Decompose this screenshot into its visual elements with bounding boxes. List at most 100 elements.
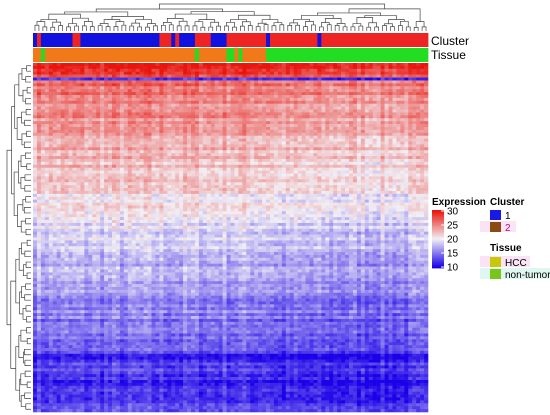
- heatmap-cell: [321, 80, 326, 84]
- heatmap-cell: [80, 176, 85, 180]
- heatmap-cell: [112, 112, 117, 116]
- heatmap-cell: [238, 150, 243, 154]
- heatmap-cell: [305, 86, 310, 90]
- heatmap-cell: [242, 94, 247, 99]
- heatmap-cell: [191, 118, 196, 122]
- heatmap-cell: [400, 77, 405, 81]
- heatmap-cell: [388, 129, 393, 134]
- heatmap-cell: [313, 97, 318, 102]
- heatmap-cell: [198, 179, 204, 183]
- heatmap-cell: [167, 167, 172, 171]
- heatmap-cell: [198, 68, 204, 73]
- heatmap-cell: [242, 121, 247, 125]
- heatmap-cell: [234, 118, 239, 122]
- heatmap-cell: [198, 86, 204, 90]
- heatmap-cell: [281, 100, 287, 105]
- heatmap-cell: [202, 138, 208, 142]
- heatmap-cell: [155, 74, 160, 78]
- cluster-cell: [155, 33, 160, 47]
- heatmap-cell: [143, 164, 148, 168]
- heatmap-cell: [179, 94, 184, 99]
- heatmap-cell: [372, 65, 377, 70]
- heatmap-cell: [384, 147, 389, 151]
- heatmap-cell: [151, 71, 156, 75]
- heatmap-cell: [392, 179, 397, 183]
- heatmap-cell: [210, 193, 215, 198]
- heatmap-cell: [155, 100, 160, 105]
- heatmap-cell: [408, 115, 413, 119]
- heatmap-cell: [242, 164, 247, 168]
- heatmap-cell: [206, 156, 212, 160]
- heatmap-cell: [52, 115, 57, 119]
- heatmap-cell: [392, 83, 397, 87]
- heatmap-cell: [115, 77, 121, 81]
- heatmap-cell: [68, 83, 73, 87]
- heatmap-cell: [349, 94, 354, 99]
- heatmap-cell: [250, 77, 255, 81]
- heatmap-cell: [234, 144, 239, 148]
- heatmap-cell: [368, 132, 373, 137]
- heatmap-cell: [155, 115, 160, 119]
- heatmap-cell: [191, 92, 196, 96]
- heatmap-cell: [250, 112, 255, 116]
- heatmap-cell: [135, 106, 140, 110]
- heatmap-cell: [246, 164, 251, 168]
- heatmap-cell: [376, 173, 381, 177]
- heatmap-cell: [356, 112, 362, 116]
- heatmap-cell: [230, 86, 235, 90]
- heatmap-cell: [64, 138, 69, 142]
- heatmap-cell: [262, 65, 267, 70]
- heatmap-cell: [238, 129, 243, 134]
- heatmap-cell: [337, 141, 342, 145]
- heatmap-cell: [100, 173, 105, 177]
- heatmap-cell: [262, 126, 267, 131]
- heatmap-cell: [293, 156, 298, 160]
- heatmap-cell: [155, 173, 160, 177]
- cluster-cell: [40, 33, 46, 47]
- heatmap-cell: [360, 138, 366, 142]
- heatmap-cell: [147, 153, 152, 157]
- heatmap-cell: [321, 132, 326, 137]
- heatmap-cell: [143, 167, 148, 171]
- heatmap-cell: [44, 92, 50, 96]
- heatmap-cell: [372, 141, 377, 145]
- heatmap-cell: [309, 164, 314, 168]
- heatmap-cell: [396, 100, 401, 105]
- heatmap-cell: [131, 188, 136, 192]
- heatmap-cell: [388, 153, 393, 157]
- heatmap-cell: [80, 153, 85, 157]
- heatmap-cell: [234, 164, 239, 168]
- heatmap-cell: [171, 112, 176, 116]
- heatmap-cell: [412, 141, 417, 145]
- heatmap-cell: [321, 63, 326, 67]
- heatmap-cell: [293, 112, 298, 116]
- heatmap-cell: [139, 144, 144, 148]
- heatmap-cell: [155, 176, 160, 180]
- heatmap-cell: [40, 63, 46, 67]
- heatmap-cell: [210, 161, 215, 166]
- heatmap-cell: [372, 164, 377, 168]
- dendrogram-branch: [24, 359, 31, 366]
- dendrogram-branch: [305, 20, 314, 27]
- heatmap-cell: [289, 161, 294, 166]
- heatmap-cell: [44, 86, 50, 90]
- heatmap-cell: [360, 115, 366, 119]
- heatmap-cell: [250, 161, 255, 166]
- heatmap-cell: [329, 144, 334, 148]
- heatmap-cell: [305, 164, 310, 168]
- heatmap-cell: [384, 77, 389, 81]
- heatmap-cell: [384, 182, 389, 186]
- heatmap-cell: [234, 83, 239, 87]
- heatmap-cell: [179, 109, 184, 113]
- heatmap-cell: [80, 121, 85, 125]
- heatmap-cell: [198, 164, 204, 168]
- heatmap-cell: [420, 179, 425, 183]
- heatmap-cell: [56, 156, 61, 160]
- heatmap-cell: [33, 129, 38, 134]
- heatmap-cell: [147, 138, 152, 142]
- heatmap-cell: [281, 71, 287, 75]
- heatmap-cell: [155, 153, 160, 157]
- heatmap-cell: [88, 97, 93, 102]
- heatmap-cell: [281, 106, 287, 110]
- heatmap-cell: [36, 112, 42, 116]
